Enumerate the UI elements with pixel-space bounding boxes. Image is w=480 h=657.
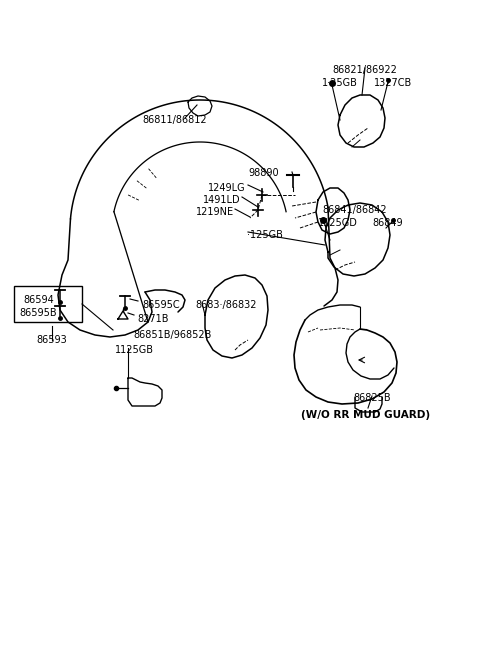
Text: 86841/86842: 86841/86842 — [323, 205, 387, 215]
Text: 98890: 98890 — [248, 168, 278, 178]
Text: 86595C: 86595C — [142, 300, 180, 310]
Text: 1219NE: 1219NE — [196, 207, 234, 217]
Text: 86595B: 86595B — [19, 308, 57, 318]
Text: 86593: 86593 — [36, 335, 67, 345]
Text: 86821/86922: 86821/86922 — [333, 65, 397, 75]
Text: 1249LG: 1249LG — [208, 183, 246, 193]
Text: 8683·/86832: 8683·/86832 — [195, 300, 256, 310]
Text: 1125GB: 1125GB — [115, 345, 154, 355]
Text: 1327CB: 1327CB — [374, 78, 412, 88]
Text: 8271B: 8271B — [137, 314, 168, 324]
Text: 86849: 86849 — [372, 218, 403, 228]
Text: 86811/86812: 86811/86812 — [143, 115, 207, 125]
Text: 1·25GB: 1·25GB — [322, 78, 358, 88]
Text: 86825B: 86825B — [353, 393, 391, 403]
Text: 86594: 86594 — [23, 295, 54, 305]
Bar — [14, 286, 82, 322]
Text: 1125GD: 1125GD — [318, 218, 358, 228]
Text: 1491LD: 1491LD — [203, 195, 240, 205]
Text: ·125GB: ·125GB — [247, 230, 283, 240]
Text: (W/O RR MUD GUARD): (W/O RR MUD GUARD) — [301, 410, 431, 420]
Text: 86851B/96852B: 86851B/96852B — [133, 330, 211, 340]
